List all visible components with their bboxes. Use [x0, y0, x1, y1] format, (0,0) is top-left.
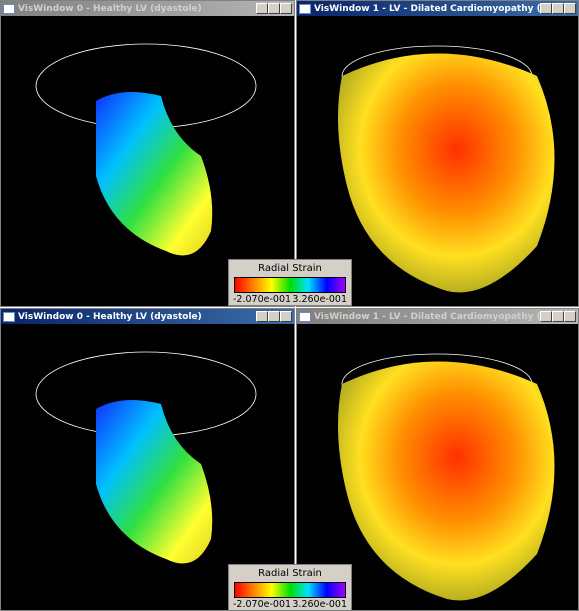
lv-surface: [96, 400, 212, 564]
window-title: VisWindow 1 - LV - Dilated Cardiomyopath…: [314, 4, 540, 14]
lv-surface: [338, 54, 555, 293]
window-icon: [3, 312, 15, 322]
title-bar: VisWindow 0 - Healthy LV (dyastole): [1, 1, 294, 16]
title-bar: VisWindow 1 - LV - Dilated Cardiomyopath…: [297, 1, 578, 16]
lv-surface: [96, 92, 212, 256]
maximize-button[interactable]: [552, 3, 564, 14]
window-buttons: [540, 311, 576, 322]
color-bar: [234, 277, 346, 293]
maximize-button[interactable]: [552, 311, 564, 322]
window-title: VisWindow 0 - Healthy LV (dyastole): [18, 312, 256, 322]
title-bar: VisWindow 1 - LV - Dilated Cardiomyopath…: [297, 309, 578, 324]
window-buttons: [540, 3, 576, 14]
minimize-button[interactable]: [256, 311, 268, 322]
color-bar: [234, 582, 346, 598]
minimize-button[interactable]: [256, 3, 268, 14]
legend-min: -2.070e-001: [233, 294, 291, 305]
window-icon: [3, 4, 15, 14]
window-title: VisWindow 0 - Healthy LV (dyastole): [18, 4, 256, 14]
legend-title: Radial Strain: [229, 263, 351, 274]
maximize-button[interactable]: [268, 311, 280, 322]
screen: VisWindow 0 - Healthy LV (dyastole) VisW…: [0, 0, 579, 611]
lv-surface: [338, 362, 555, 601]
window-buttons: [256, 311, 292, 322]
maximize-button[interactable]: [268, 3, 280, 14]
close-button[interactable]: [280, 3, 292, 14]
legend-min: -2.070e-001: [233, 599, 291, 610]
legend-max: 3.260e-001: [292, 599, 347, 610]
window-buttons: [256, 3, 292, 14]
legend-title: Radial Strain: [229, 568, 351, 579]
legend-max: 3.260e-001: [292, 294, 347, 305]
window-icon: [299, 312, 311, 322]
title-bar: VisWindow 0 - Healthy LV (dyastole): [1, 309, 294, 324]
close-button[interactable]: [280, 311, 292, 322]
close-button[interactable]: [564, 311, 576, 322]
minimize-button[interactable]: [540, 311, 552, 322]
window-icon: [299, 4, 311, 14]
close-button[interactable]: [564, 3, 576, 14]
window-title: VisWindow 1 - LV - Dilated Cardiomyopath…: [314, 312, 540, 322]
minimize-button[interactable]: [540, 3, 552, 14]
